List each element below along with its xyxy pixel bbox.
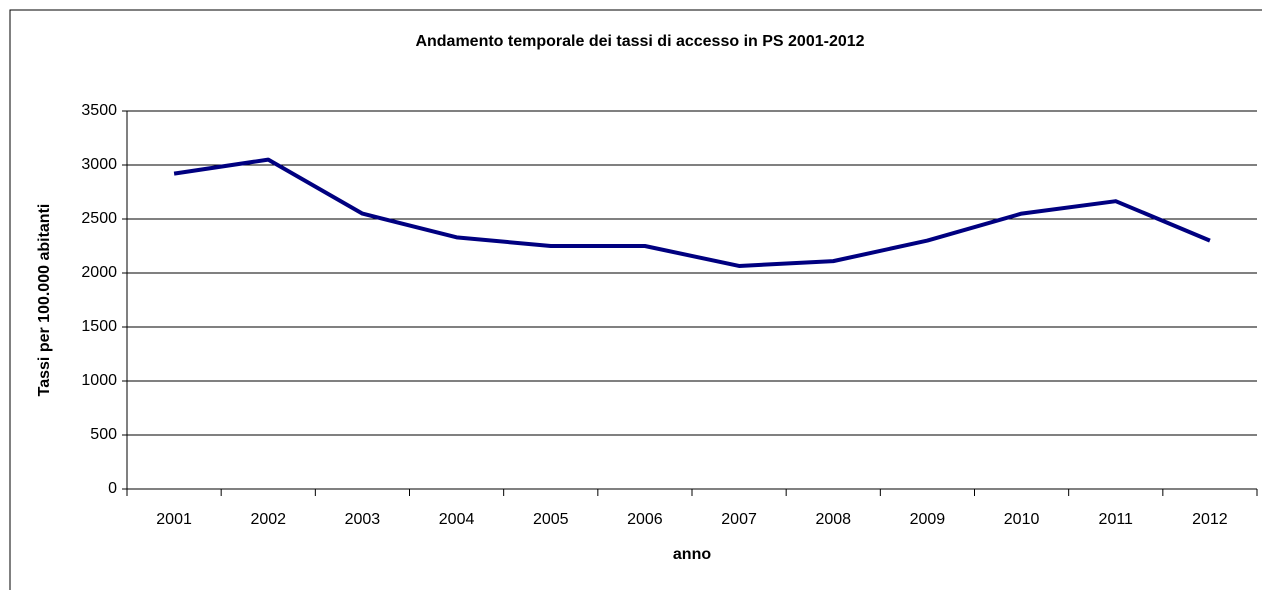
- x-tick-label: 2006: [627, 511, 663, 528]
- y-tick-label: 1000: [81, 372, 117, 389]
- y-tick-label: 500: [90, 426, 117, 443]
- x-tick-label: 2008: [815, 511, 851, 528]
- x-tick-label: 2010: [1004, 511, 1040, 528]
- x-tick-label: 2003: [345, 511, 381, 528]
- y-tick-label: 1500: [81, 318, 117, 335]
- x-tick-label: 2011: [1099, 511, 1134, 528]
- x-tick-label: 2004: [439, 511, 475, 528]
- chart-frame: [9, 9, 1262, 590]
- x-tick-label: 2012: [1192, 511, 1228, 528]
- data-line: [173, 157, 1211, 268]
- x-tick-label: 2009: [910, 511, 946, 528]
- x-tick-label: 2002: [250, 511, 286, 528]
- x-tick-label: 2001: [156, 511, 192, 528]
- x-tick-label: 2005: [533, 511, 569, 528]
- x-axis-label: anno: [673, 546, 711, 563]
- y-axis-label: Tassi per 100.000 abitanti: [36, 204, 53, 397]
- y-tick-label: 0: [108, 480, 117, 497]
- y-tick-label: 3000: [81, 156, 117, 173]
- y-tick-label: 2500: [81, 210, 117, 227]
- chart-title: Andamento temporale dei tassi di accesso…: [415, 33, 864, 50]
- y-tick-label: 2000: [81, 264, 117, 281]
- y-tick-label: 3500: [81, 102, 117, 119]
- x-tick-label: 2007: [721, 511, 757, 528]
